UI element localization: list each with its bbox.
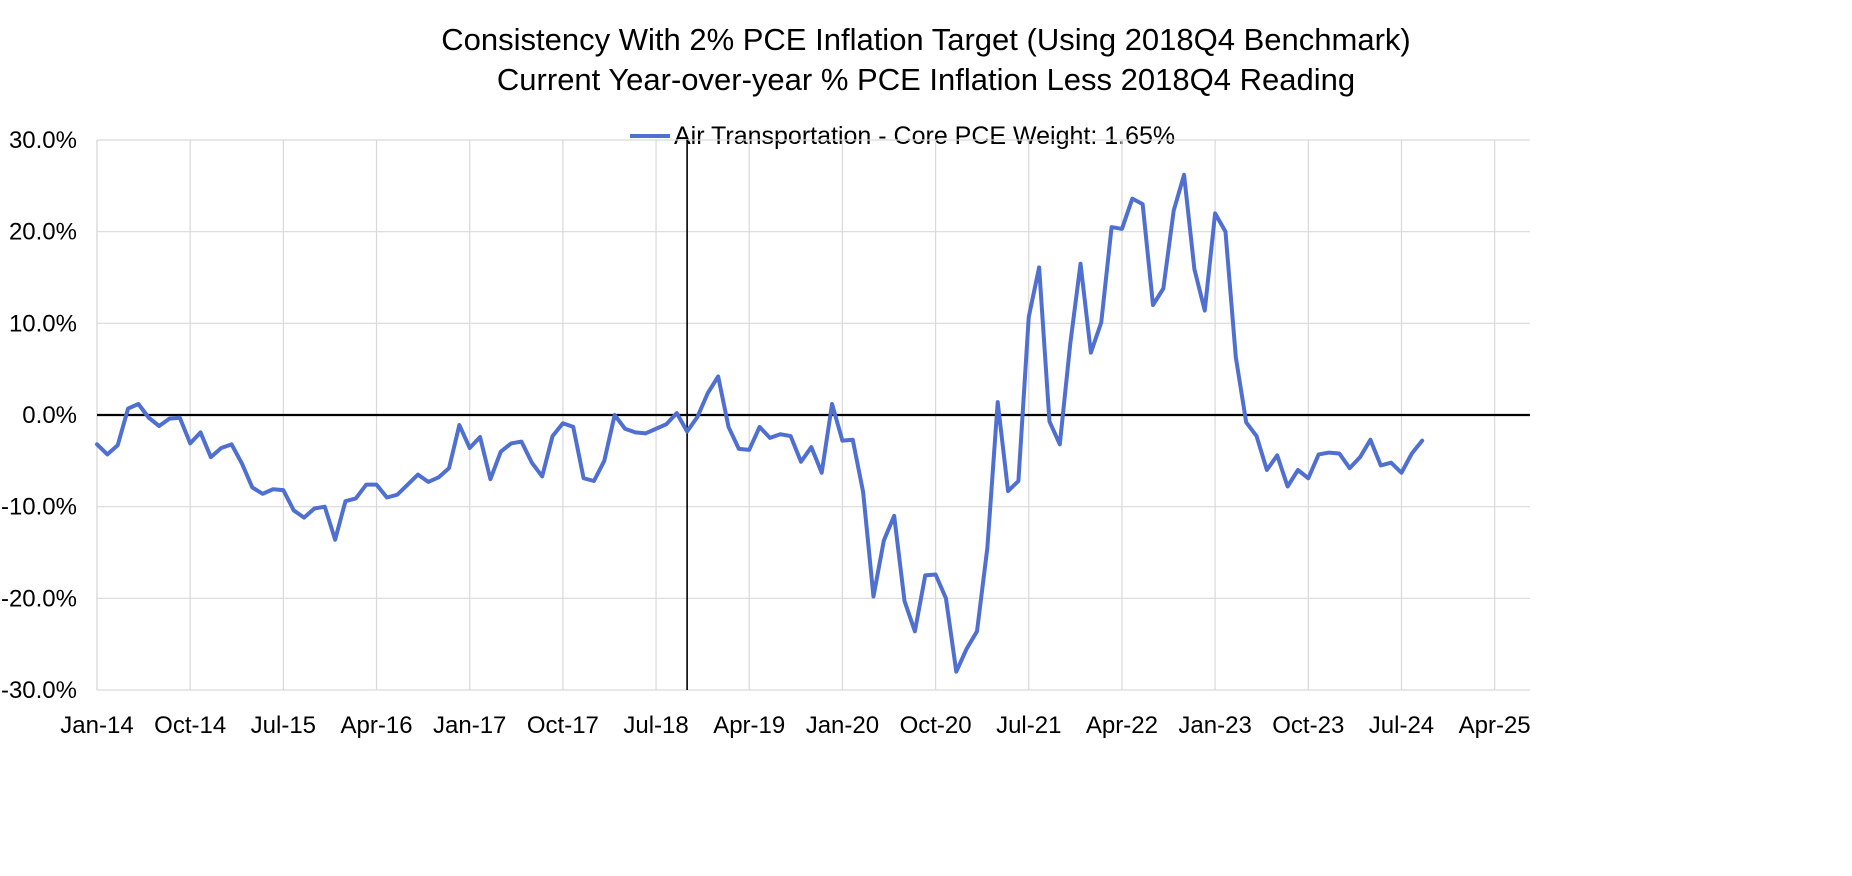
y-tick-label: 0.0%: [22, 402, 77, 429]
x-tick-label: Jul-24: [1369, 712, 1434, 739]
x-tick-label: Oct-20: [900, 712, 972, 739]
x-tick-label: Apr-19: [713, 712, 785, 739]
y-tick-label: -10.0%: [1, 494, 77, 521]
axes: [96, 140, 1530, 690]
x-tick-label: Jan-20: [806, 712, 879, 739]
x-tick-label: Apr-25: [1459, 712, 1531, 739]
x-tick-label: Jul-18: [623, 712, 688, 739]
y-tick-label: 10.0%: [9, 310, 77, 337]
x-tick-label: Oct-23: [1272, 712, 1344, 739]
x-tick-label: Jul-21: [996, 712, 1061, 739]
x-tick-label: Jul-15: [251, 712, 316, 739]
y-tick-label: -20.0%: [1, 585, 77, 612]
x-tick-label: Jan-17: [433, 712, 506, 739]
legend: Air Transportation - Core PCE Weight: 1.…: [630, 122, 1175, 150]
y-axis-tick-labels: 30.0% 20.0% 10.0% 0.0% -10.0% -20.0% -30.0%: [1, 127, 77, 704]
chart-title: Consistency With 2% PCE Inflation Target…: [441, 22, 1410, 57]
x-axis-tick-labels: Jan-14 Oct-14 Jul-15 Apr-16 Jan-17 Oct-17 Jul-…: [60, 712, 1530, 739]
x-tick-label: Oct-17: [527, 712, 599, 739]
x-tick-label: Apr-16: [341, 712, 413, 739]
y-tick-label: 30.0%: [9, 127, 77, 154]
x-tick-label: Jan-14: [60, 712, 133, 739]
x-tick-label: Oct-14: [154, 712, 226, 739]
series-line-air-transportation: [95, 172, 1425, 674]
legend-label: Air Transportation - Core PCE Weight: 1.…: [674, 122, 1175, 150]
chart-subtitle: Current Year-over-year % PCE Inflation L…: [497, 62, 1355, 97]
x-tick-label: Apr-22: [1086, 712, 1158, 739]
y-tick-label: 20.0%: [9, 219, 77, 246]
x-tick-label: Jan-23: [1178, 712, 1251, 739]
y-tick-label: -30.0%: [1, 677, 77, 704]
series-layer: [95, 172, 1425, 674]
